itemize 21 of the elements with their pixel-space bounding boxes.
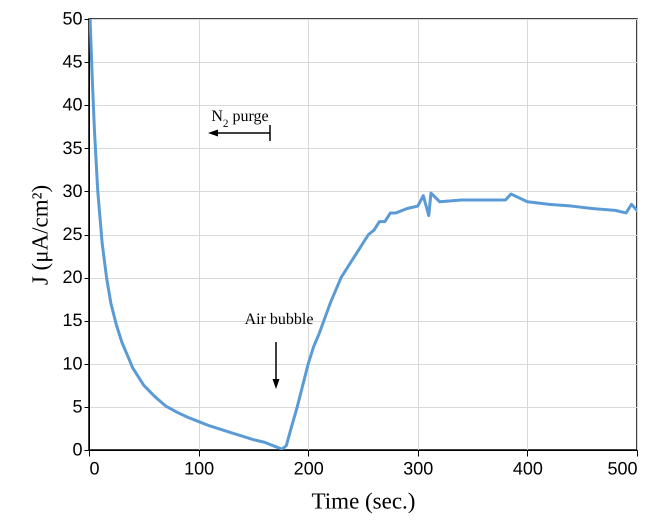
x-tick-label: 0 — [90, 458, 100, 478]
y-tick-label: 40 — [62, 94, 82, 115]
x-tick-label: 500 — [607, 458, 638, 478]
y-tick-label: 5 — [72, 396, 82, 416]
annotation: Air bubble — [244, 311, 314, 328]
y-axis-title: J (μA/cm²) — [27, 184, 52, 286]
y-tick-label: 50 — [62, 8, 82, 28]
y-tick-label: 20 — [62, 267, 82, 288]
y-tick-label: 10 — [62, 353, 82, 374]
x-tick-label: 300 — [403, 458, 434, 478]
x-tick-label: 100 — [184, 458, 214, 478]
x-axis-title: Time (sec.) — [312, 488, 416, 514]
y-tick-label: 30 — [62, 180, 82, 201]
x-tick-label: 200 — [294, 458, 324, 478]
y-tick-label: 45 — [62, 52, 82, 72]
x-tick-label: 400 — [512, 458, 543, 478]
y-tick-label: 35 — [62, 138, 82, 158]
y-tick-label: 0 — [72, 440, 82, 460]
y-tick-label: 15 — [62, 310, 82, 330]
y-tick-label: 25 — [62, 224, 82, 244]
annotation: N$_{2}$ purge — [211, 108, 269, 130]
